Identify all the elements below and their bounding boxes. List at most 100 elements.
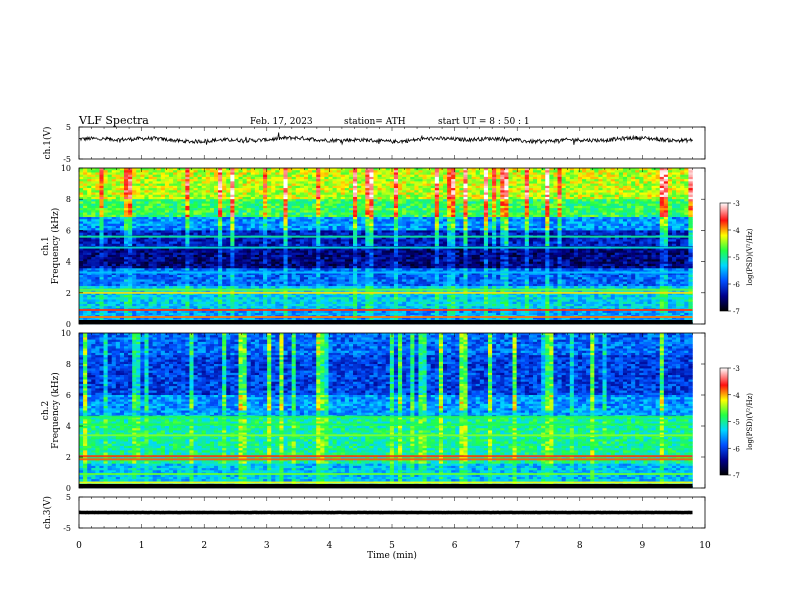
ch1-spectrogram-cell: [152, 214, 158, 218]
ch1-spectrogram-cell: [496, 179, 501, 182]
ch1-spectrogram-cell: [410, 174, 415, 178]
ch1-spectrogram-cell: [643, 181, 648, 184]
ch1-spectrogram-cell: [438, 228, 444, 231]
ch1-spectrogram-cell: [500, 232, 505, 236]
ch1-spectrogram-cell: [95, 232, 100, 236]
ch1-spectrogram-cell: [111, 228, 117, 231]
ch1-spectrogram-cell: [614, 181, 620, 184]
ch1-spectrogram-cell: [250, 190, 256, 193]
ch1-spectrogram-cell: [455, 232, 460, 236]
ch1-spectrogram-cell: [561, 225, 566, 229]
ch1-spectrogram-cell: [402, 192, 407, 196]
ch1-spectrogram-cell: [475, 219, 481, 222]
ch1-spectrogram-cell: [393, 210, 399, 213]
ch1-spectrogram-cell: [430, 212, 436, 216]
ch1-spectrogram-cell: [209, 210, 215, 213]
ch1-spectrogram-cell: [295, 172, 301, 175]
ch1-spectrogram-cell: [500, 230, 505, 233]
ch1-spectrogram-cell: [663, 172, 669, 175]
ch1-spectrogram-cell: [91, 205, 96, 209]
ch1-spectrogram-cell: [467, 217, 472, 220]
ch1-spectrogram-cell: [389, 199, 395, 202]
ch1-spectrogram-cell: [647, 228, 652, 231]
ch1-spectrogram-cell: [573, 237, 579, 240]
ch1-spectrogram-cell: [218, 168, 223, 171]
ch1-spectrogram-cell: [340, 221, 346, 225]
ch1-spectrogram-cell: [168, 194, 174, 198]
ch1-spectrogram-cell: [631, 192, 636, 196]
ch1-spectrogram-cell: [676, 194, 681, 198]
ch1-spectrogram-cell: [213, 172, 219, 175]
ch1-spectrogram-cell: [418, 217, 423, 220]
ch1-spectrogram-cell: [254, 172, 260, 175]
ch1-spectrogram-cell: [177, 237, 182, 240]
ch1-spectrogram-cell: [672, 192, 677, 196]
ch1-spectrogram-cell: [557, 212, 562, 216]
ch1-spectrogram-cell: [111, 201, 117, 204]
ch1-spectrogram-cell: [332, 223, 337, 227]
ch1-spectrogram-cell: [520, 174, 526, 178]
ch1-spectrogram-cell: [295, 208, 301, 211]
ch1-spectrogram-cell: [561, 199, 566, 202]
ch1-spectrogram-cell: [283, 170, 288, 173]
ch1-spectrogram-cell: [132, 179, 137, 182]
ch1-spectrogram-cell: [569, 188, 575, 191]
ch1-spectrogram-cell: [402, 237, 407, 240]
ch1-spectrogram-cell: [455, 176, 460, 180]
ch1-spectrogram-cell: [627, 212, 632, 216]
ch1-spectrogram-cell: [684, 210, 689, 213]
ch1-spectrogram-cell: [185, 183, 190, 187]
ch1-spectrogram-cell: [663, 181, 669, 184]
ch1-spectrogram-cell: [393, 212, 399, 216]
ch1-spectrogram-cell: [586, 225, 591, 229]
ch1-spectrogram-cell: [582, 172, 587, 175]
ch1-spectrogram-cell: [238, 199, 243, 202]
ch1-spectrogram-cell: [545, 208, 550, 211]
ch1-spectrogram-cell: [189, 192, 194, 196]
ch1-spectrogram-cell: [348, 188, 354, 191]
ch1-spectrogram-cell: [557, 168, 562, 171]
ch1-spectrogram-cell: [344, 181, 350, 184]
ch1-spectrogram-cell: [606, 228, 611, 231]
ch1-spectrogram-cell: [631, 230, 636, 233]
ch1-spectrogram-cell: [377, 214, 382, 218]
ch1-spectrogram-cell: [263, 183, 268, 187]
ch1-spectrogram-cell: [639, 196, 644, 200]
ch1-spectrogram-cell: [512, 196, 517, 200]
ch1-spectrogram-cell: [414, 201, 419, 204]
ch1-spectrogram-cell: [87, 237, 92, 240]
ch1-spectrogram-cell: [148, 205, 153, 209]
ch1-spectrogram-cell: [557, 210, 562, 213]
ch1-spectrogram-cell: [271, 179, 276, 182]
ch1-spectrogram-cell: [598, 168, 603, 171]
ch1-spectrogram-cell: [651, 176, 656, 180]
ch1-spectrogram-cell: [303, 176, 309, 180]
ch1-spectrogram-cell: [516, 219, 522, 222]
ch1-spectrogram-cell: [565, 192, 571, 196]
ch1-spectrogram-cell: [651, 203, 656, 207]
ch1-spectrogram-cell: [365, 176, 370, 180]
ch1-spectrogram-cell: [438, 185, 444, 189]
ch1-spectrogram-cell: [197, 196, 202, 200]
ch1-spectrogram-cell: [348, 185, 354, 189]
ch1-spectrogram-cell: [672, 225, 677, 229]
ch1-spectrogram-cell: [336, 196, 342, 200]
ch1-spectrogram-cell: [467, 172, 472, 175]
ch1-spectrogram-cell: [680, 188, 685, 191]
ch1-spectrogram-cell: [504, 237, 509, 240]
ch1-spectrogram-cell: [332, 183, 337, 187]
ch1-spectrogram-cell: [107, 225, 113, 229]
ch1-spectrogram-cell: [279, 228, 284, 231]
ch1-spectrogram-cell: [242, 208, 247, 211]
ch1-spectrogram-cell: [426, 210, 432, 213]
ch1-spectrogram-cell: [144, 190, 149, 193]
ch1-spectrogram-cell: [475, 208, 481, 211]
ch1-spectrogram-cell: [283, 199, 288, 202]
ch1-spectrogram-cell: [614, 210, 620, 213]
ch1-spectrogram-cell: [246, 196, 252, 200]
ch1-spectrogram-cell: [258, 237, 264, 240]
ch1-spectrogram-cell: [684, 201, 689, 204]
ch1-spectrogram-cell: [643, 190, 648, 193]
ch1-spectrogram-cell: [676, 225, 681, 229]
ch1-spectrogram-cell: [132, 190, 137, 193]
